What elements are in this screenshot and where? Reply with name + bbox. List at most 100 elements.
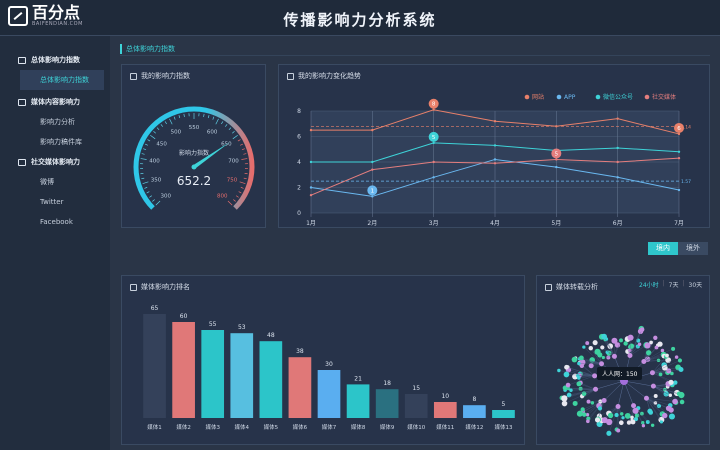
logo[interactable]: 百分点 BAIFENDIAN.COM bbox=[8, 5, 83, 27]
x-tick-label: 6月 bbox=[613, 220, 623, 227]
gauge-tick bbox=[239, 181, 246, 185]
sidebar-group-media-content[interactable]: 媒体内容影响力 bbox=[0, 92, 110, 112]
y-tick-label: 8 bbox=[297, 108, 301, 115]
series-point bbox=[432, 141, 435, 145]
series-point bbox=[555, 125, 558, 128]
network-node bbox=[623, 341, 628, 346]
network-node bbox=[577, 376, 581, 380]
sidebar-item-influence-analysis[interactable]: 影响力分析 bbox=[40, 118, 75, 126]
series-point bbox=[309, 160, 313, 164]
series-point bbox=[371, 168, 374, 171]
network-node bbox=[637, 342, 642, 347]
legend-label: 社交媒体 bbox=[652, 93, 676, 101]
network-node bbox=[585, 341, 590, 346]
network-edge bbox=[588, 400, 605, 419]
gauge-panel-title: 我的影响力指数 bbox=[130, 71, 190, 81]
sidebar-item-twitter[interactable]: Twitter bbox=[40, 198, 64, 206]
network-node bbox=[616, 428, 621, 433]
network-node bbox=[630, 419, 636, 425]
marker-label: 5 bbox=[432, 135, 436, 141]
sidebar-item-facebook[interactable]: Facebook bbox=[40, 218, 73, 226]
network-hub bbox=[615, 403, 621, 409]
toggle-domestic[interactable]: 境内 bbox=[648, 242, 678, 255]
gauge-tick bbox=[240, 186, 244, 189]
network-edge bbox=[595, 380, 625, 390]
network-edge bbox=[578, 383, 596, 390]
bar bbox=[143, 314, 166, 418]
network-edge bbox=[628, 405, 634, 423]
sidebar-item-overall-index[interactable]: 总体影响力指数 bbox=[20, 70, 104, 90]
y-tick-label: 0 bbox=[297, 210, 301, 217]
gauge-tick bbox=[243, 177, 247, 180]
gauge-tick-label: 800 bbox=[217, 193, 228, 199]
spread-panel-title: 媒体转载分析 bbox=[545, 282, 598, 292]
bar-value-label: 65 bbox=[151, 305, 159, 312]
gauge-tick bbox=[164, 121, 167, 125]
gauge-tick bbox=[144, 143, 149, 146]
series-point bbox=[677, 188, 681, 192]
trend-panel-title: 我的影响力变化趋势 bbox=[287, 71, 361, 81]
gauge-tick bbox=[141, 153, 145, 155]
network-hub bbox=[649, 370, 655, 376]
network-edge bbox=[652, 369, 682, 373]
bar-category-label: 媒体8 bbox=[351, 423, 366, 431]
toggle-overseas[interactable]: 境外 bbox=[678, 242, 708, 255]
network-edge bbox=[578, 375, 595, 379]
network-edge bbox=[646, 398, 671, 406]
gauge-title-label: 我的影响力指数 bbox=[141, 72, 190, 80]
network-edge bbox=[653, 386, 671, 396]
tab-30d[interactable]: 30天 bbox=[688, 282, 703, 289]
network-node bbox=[598, 399, 603, 404]
network-hub bbox=[592, 373, 598, 379]
gauge-tick bbox=[224, 124, 228, 127]
network-edge bbox=[608, 406, 619, 434]
marker-label: 5 bbox=[555, 151, 559, 157]
bar-value-label: 21 bbox=[354, 375, 362, 382]
sidebar-group-social[interactable]: 社交媒体影响力 bbox=[0, 152, 110, 172]
gauge-tick bbox=[235, 195, 239, 198]
ranking-bar-chart: 65 媒体1 60 媒体2 55 媒体3 53 媒体4 48 媒体5 38 媒体6 30 媒体7 21 媒体8… bbox=[143, 305, 515, 431]
ranking-panel: 媒体影响力排名 65 媒体1 60 媒体2 55 媒体3 53 媒体4 48 媒体5 38 媒体6 30… bbox=[121, 275, 525, 445]
bar bbox=[346, 384, 370, 418]
tab-7d[interactable]: 7天 bbox=[668, 282, 679, 289]
network-edge bbox=[646, 398, 669, 409]
bar bbox=[463, 405, 486, 418]
network-edge bbox=[558, 370, 595, 376]
sidebar-group-overall[interactable]: 总体影响力指数 bbox=[0, 50, 110, 70]
network-node bbox=[614, 342, 621, 348]
network-edge bbox=[566, 374, 595, 376]
gauge-tick bbox=[146, 191, 150, 194]
series-point bbox=[432, 108, 435, 111]
sidebar-item-article-library[interactable]: 影响力稿件库 bbox=[40, 138, 82, 146]
legend-swatch bbox=[556, 94, 562, 100]
tab-24h[interactable]: 24小时 bbox=[639, 282, 659, 289]
ranking-panel-title: 媒体影响力排名 bbox=[130, 282, 190, 292]
network-node bbox=[614, 412, 619, 418]
gauge-tick bbox=[241, 158, 248, 160]
network-hub bbox=[641, 359, 647, 365]
network-node bbox=[647, 408, 653, 414]
network-node bbox=[672, 398, 678, 405]
logo-icon bbox=[8, 6, 28, 26]
gauge-tick-label: 450 bbox=[156, 141, 167, 147]
x-tick-label: 5月 bbox=[551, 220, 561, 227]
network-node bbox=[582, 412, 587, 417]
monitor-icon bbox=[18, 56, 26, 64]
network-node bbox=[572, 400, 578, 406]
y-tick-label: 6 bbox=[297, 134, 301, 141]
sidebar-item-weibo[interactable]: 微博 bbox=[40, 178, 54, 186]
series-point bbox=[432, 176, 435, 179]
sidebar: 总体影响力指数 总体影响力指数 媒体内容影响力 影响力分析 影响力稿件库 社交媒… bbox=[0, 36, 110, 450]
bar-category-label: 媒体12 bbox=[465, 423, 483, 431]
network-edge bbox=[652, 357, 677, 373]
bar-value-label: 38 bbox=[296, 348, 304, 355]
network-node bbox=[644, 342, 651, 349]
network-node bbox=[654, 345, 659, 350]
gauge-tick bbox=[156, 127, 160, 131]
network-node bbox=[659, 420, 664, 424]
gauge-needle-hub bbox=[191, 164, 197, 170]
network-node bbox=[606, 430, 612, 436]
network-node bbox=[674, 355, 679, 359]
network-node bbox=[661, 364, 668, 371]
network-node bbox=[571, 356, 578, 363]
